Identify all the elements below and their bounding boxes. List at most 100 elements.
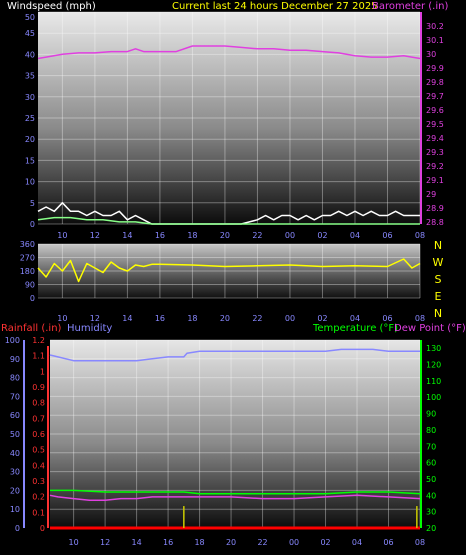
panel3-y-rain-tick-label: 0.6	[32, 430, 45, 439]
panel1-y-left-tick-label: 15	[25, 156, 35, 165]
panel3-y-rain-tick-label: 0.4	[32, 461, 45, 470]
panel2-x-tick-label: 08	[415, 314, 425, 323]
panel1-y-left-tick-label: 45	[25, 29, 35, 38]
panel1-x-tick-label: 02	[317, 231, 327, 240]
panel2-y-left-tick-label: 270	[20, 254, 35, 263]
panel1-y-left-tick-label: 40	[25, 50, 35, 59]
panel3-y-left-tick-label: 70	[10, 392, 20, 401]
panel3-y-right-tick-label: 110	[426, 377, 441, 386]
panel1-x-tick-label: 04	[350, 231, 360, 240]
panel3-y-right-tick-label: 60	[426, 459, 436, 468]
panel3-y-rain-tick-label: 1.2	[32, 336, 45, 345]
temperature-title: Temperature (°F)	[312, 323, 398, 334]
panel1-y-left-tick-label: 50	[25, 13, 35, 22]
panel3-y-rain-tick-label: 0.3	[32, 477, 45, 486]
panel1-y-left-tick-label: 5	[30, 199, 35, 208]
compass-label-north-top: N	[434, 239, 442, 252]
panel3-y-left-tick-label: 80	[10, 374, 20, 383]
panel1-y-right-tick-label: 29.7	[426, 92, 444, 101]
panel3-x-tick-label: 20	[226, 538, 236, 547]
panel2-x-tick-label: 02	[317, 314, 327, 323]
panel3-x-tick-label: 12	[100, 538, 110, 547]
panel1-y-right-tick-label: 29.5	[426, 120, 444, 129]
panel3-y-left-tick-label: 20	[10, 486, 20, 495]
compass-label-west: W	[433, 256, 444, 269]
panel1-y-right-tick-label: 28.9	[426, 204, 444, 213]
rainfall-title: Rainfall (.in)	[1, 323, 62, 334]
panel3-y-right-tick-label: 20	[426, 524, 436, 533]
panel2-x-tick-label: 20	[220, 314, 230, 323]
panel1-x-tick-label: 20	[220, 231, 230, 240]
panel3-y-rain-tick-label: 0.9	[32, 383, 45, 392]
panel1-y-right-tick-label: 28.8	[426, 218, 444, 227]
panel1-y-right-tick-label: 29.1	[426, 176, 444, 185]
panel1-x-tick-label: 16	[155, 231, 165, 240]
panel3-y-right-tick-label: 100	[426, 393, 441, 402]
panel1-y-left-tick-label: 35	[25, 72, 35, 81]
wind-barometer-plot-area	[38, 12, 420, 224]
panel3-x-tick-label: 18	[194, 538, 204, 547]
panel3-y-right-tick-label: 30	[426, 508, 436, 517]
panel3-y-rain-tick-label: 0.5	[32, 446, 45, 455]
panel1-x-tick-label: 08	[415, 231, 425, 240]
panel3-y-left-tick-label: 0	[15, 524, 20, 533]
panel3-y-right-tick-label: 90	[426, 410, 436, 419]
panel1-y-left-tick-label: 20	[25, 135, 35, 144]
panel3-y-right-tick-label: 120	[426, 361, 441, 370]
panel1-y-right-tick-label: 29.8	[426, 78, 444, 87]
panel2-x-tick-label: 12	[90, 314, 100, 323]
panel1-y-left-tick-label: 0	[30, 220, 35, 229]
panel3-x-tick-label: 02	[320, 538, 330, 547]
panel2-y-left-tick-label: 180	[20, 267, 35, 276]
panel3-series-temperature-f	[50, 489, 421, 495]
panel3-y-left-tick-label: 40	[10, 449, 20, 458]
panel3-x-tick-label: 08	[415, 538, 425, 547]
panel3-x-tick-label: 00	[289, 538, 299, 547]
panel2-x-tick-label: 22	[252, 314, 262, 323]
panel3-y-rain-tick-label: 0.2	[32, 493, 45, 502]
wind-title: Windspeed (mph)	[7, 1, 96, 12]
panel3-y-left-tick-label: 10	[10, 505, 20, 514]
panel1-series-barometer-in	[37, 45, 421, 60]
panel1-y-left-tick-label: 25	[25, 114, 35, 123]
panel3-x-tick-label: 06	[383, 538, 393, 547]
panel1-series-windspeed-mph	[37, 202, 420, 225]
panel1-y-right-tick-label: 29.9	[426, 64, 444, 73]
panel3-y-rain-tick-label: 0	[40, 524, 45, 533]
compass-label-south: S	[435, 273, 442, 286]
panel2-series-wind-direction	[37, 258, 421, 283]
panel3-x-tick-label: 10	[69, 538, 79, 547]
humidity-title: Humidity	[67, 323, 112, 334]
panel2-y-left-tick-label: 360	[20, 240, 35, 249]
panel3-series-humidity	[49, 348, 420, 362]
panel3-y-rain-tick-label: 1.1	[32, 352, 45, 361]
panel1-y-right-tick-label: 29.3	[426, 148, 444, 157]
panel3-series-dew-point-f	[49, 494, 421, 501]
panel3-y-rain-tick-label: 0.1	[32, 508, 45, 517]
panel1-x-tick-label: 18	[187, 231, 197, 240]
panel3-y-left-tick-label: 50	[10, 430, 20, 439]
panel1-y-right-tick-label: 30	[426, 50, 436, 59]
panel3-y-rain-tick-label: 0.8	[32, 399, 45, 408]
panel2-x-tick-label: 10	[57, 314, 67, 323]
panel1-x-tick-label: 14	[122, 231, 132, 240]
panel1-x-tick-label: 12	[90, 231, 100, 240]
panel3-y-left-tick-label: 90	[10, 355, 20, 364]
panel3-y-right-tick-label: 40	[426, 491, 436, 500]
panel3-x-tick-label: 14	[132, 538, 142, 547]
panel1-x-tick-label: 22	[252, 231, 262, 240]
panel3-y-left-tick-label: 60	[10, 411, 20, 420]
panel1-y-right-tick-label: 30.2	[426, 22, 444, 31]
chart-main-title: Current last 24 hours December 27 2025	[172, 1, 378, 12]
panel3-y-right-tick-label: 80	[426, 426, 436, 435]
panel3-y-right-tick-label: 50	[426, 475, 436, 484]
panel3-y-rain-tick-label: 1	[40, 367, 45, 376]
compass-label-north-bottom: N	[434, 307, 442, 320]
compass-label-east: E	[435, 290, 442, 303]
barometer-title: Barometer (.in)	[372, 1, 448, 12]
panel2-x-tick-label: 14	[122, 314, 132, 323]
panel3-y-left-tick-label: 30	[10, 468, 20, 477]
panel3-x-tick-label: 16	[163, 538, 173, 547]
panel3-x-tick-label: 22	[257, 538, 267, 547]
